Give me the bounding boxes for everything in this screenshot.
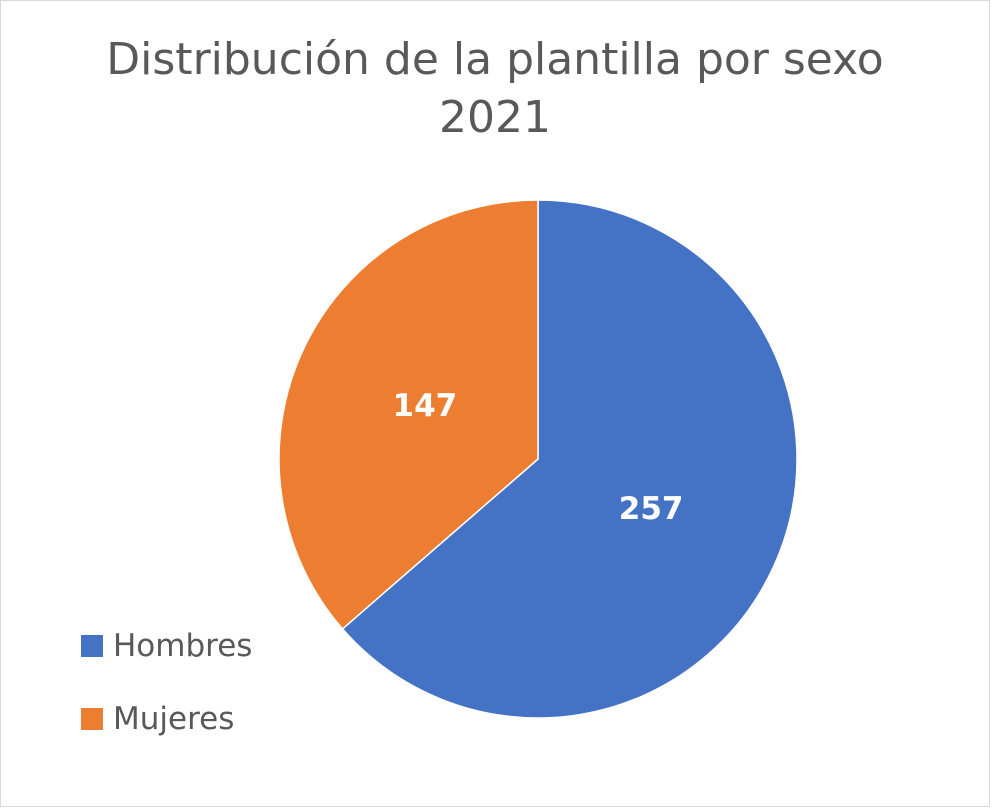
legend-item-mujeres: Mujeres xyxy=(81,699,252,739)
legend-swatch-mujeres xyxy=(81,708,103,730)
data-label-hombres: 257 xyxy=(619,491,684,527)
pie-slice-hombres xyxy=(341,199,798,719)
chart-title: Distribución de la plantilla por sexo 20… xyxy=(1,31,989,147)
legend-label-hombres: Hombres xyxy=(113,628,253,664)
chart-title-line2: 2021 xyxy=(439,92,551,143)
pie-slice-mujeres xyxy=(278,199,539,630)
data-label-mujeres: 147 xyxy=(393,388,458,424)
chart-title-line1: Distribución de la plantilla por sexo xyxy=(106,34,884,85)
legend-item-hombres: Hombres xyxy=(81,626,252,666)
chart-legend: Hombres Mujeres xyxy=(81,626,252,772)
legend-label-mujeres: Mujeres xyxy=(113,701,235,737)
legend-swatch-hombres xyxy=(81,635,103,657)
